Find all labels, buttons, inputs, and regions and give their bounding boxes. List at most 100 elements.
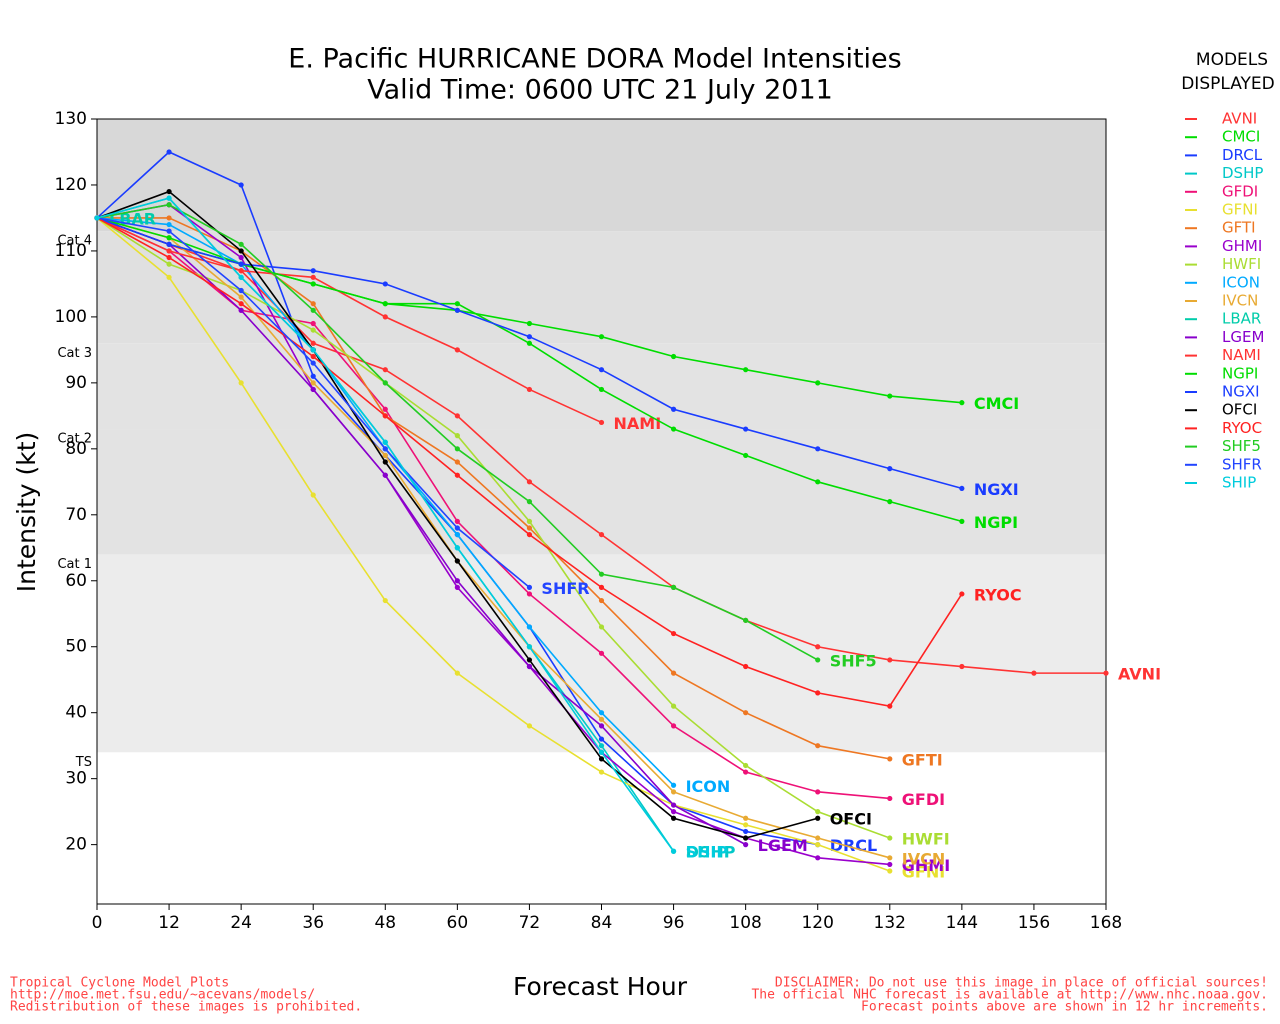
data-point bbox=[382, 439, 388, 445]
data-point bbox=[670, 809, 677, 815]
y-tick-label: 100 bbox=[55, 307, 87, 327]
data-point bbox=[670, 630, 677, 637]
data-point bbox=[526, 334, 533, 340]
legend-label: GHMI bbox=[1222, 237, 1262, 255]
data-point bbox=[454, 301, 460, 307]
series-line bbox=[96, 217, 602, 424]
data-point bbox=[670, 426, 677, 432]
data-point bbox=[382, 472, 388, 478]
data-point bbox=[238, 307, 244, 313]
data-point bbox=[598, 419, 605, 426]
data-point bbox=[887, 393, 893, 399]
data-point bbox=[598, 334, 605, 340]
data-point bbox=[743, 835, 749, 841]
data-point bbox=[166, 241, 172, 247]
data-point bbox=[310, 353, 316, 360]
data-point bbox=[1103, 670, 1109, 676]
data-point bbox=[238, 287, 244, 294]
legend-label: DSHP bbox=[1222, 164, 1263, 182]
data-point bbox=[454, 307, 460, 313]
data-point bbox=[526, 663, 533, 670]
series-end-label: SHIP bbox=[686, 843, 729, 862]
data-point bbox=[310, 386, 316, 393]
data-point bbox=[238, 182, 244, 188]
footer-text: Redistribution of these images is prohib… bbox=[10, 1000, 362, 1015]
legend-label: LBAR bbox=[1222, 310, 1261, 328]
data-point bbox=[382, 413, 388, 419]
intensity-band bbox=[97, 343, 1106, 430]
data-point bbox=[166, 254, 172, 261]
data-point bbox=[670, 848, 677, 854]
y-tick-label: 90 bbox=[65, 373, 87, 393]
data-point bbox=[526, 531, 533, 538]
legend-label: HWFI bbox=[1222, 255, 1261, 273]
series-line bbox=[96, 217, 891, 872]
x-tick-label: 84 bbox=[591, 913, 613, 933]
band-label: Cat 2 bbox=[57, 432, 92, 447]
data-point bbox=[382, 452, 388, 459]
data-point bbox=[815, 446, 821, 452]
series-end-label: NGPI bbox=[974, 513, 1018, 532]
data-point bbox=[526, 386, 533, 393]
data-point bbox=[598, 749, 605, 755]
data-point bbox=[598, 597, 605, 604]
data-point bbox=[959, 663, 965, 670]
data-point bbox=[743, 815, 749, 821]
data-point bbox=[454, 558, 460, 564]
x-tick-label: 24 bbox=[230, 913, 252, 933]
legend-label: SHIP bbox=[1222, 474, 1256, 492]
data-point bbox=[454, 459, 460, 465]
data-point bbox=[526, 723, 533, 729]
data-point bbox=[598, 723, 605, 729]
footer-text: Tropical Cyclone Model Plots bbox=[10, 976, 229, 991]
legend-title: MODELS bbox=[1196, 50, 1268, 70]
data-point bbox=[382, 301, 388, 307]
data-point bbox=[166, 149, 172, 155]
data-point bbox=[526, 591, 533, 597]
data-point bbox=[887, 835, 893, 841]
data-point bbox=[598, 531, 605, 538]
series-end-label: SHFR bbox=[541, 579, 589, 598]
x-tick-label: 132 bbox=[874, 913, 906, 933]
series-end-label: DSHP bbox=[686, 843, 736, 862]
data-point bbox=[670, 406, 677, 412]
data-point bbox=[310, 360, 316, 366]
legend-label: GFDI bbox=[1222, 182, 1258, 200]
series-end-label: RYOC bbox=[974, 585, 1022, 604]
data-point bbox=[454, 433, 460, 439]
x-tick-label: 156 bbox=[1018, 913, 1050, 933]
data-point bbox=[887, 868, 893, 874]
data-point bbox=[526, 499, 533, 505]
legend-label: GFTI bbox=[1222, 219, 1256, 237]
band-label: Cat 3 bbox=[57, 346, 92, 361]
series-end-label: NGXI bbox=[974, 480, 1019, 499]
data-point bbox=[959, 485, 965, 492]
data-point bbox=[310, 492, 316, 498]
legend-label: SHF5 bbox=[1222, 437, 1261, 455]
legend-label: OFCI bbox=[1222, 401, 1257, 419]
y-tick-label: 60 bbox=[65, 571, 87, 591]
legend-label: NGXI bbox=[1222, 383, 1260, 401]
series-end-label: NAMI bbox=[614, 414, 662, 433]
series-end-label: SHF5 bbox=[830, 651, 877, 670]
x-tick-label: 60 bbox=[447, 913, 469, 933]
data-point bbox=[526, 479, 533, 485]
data-point bbox=[454, 578, 460, 584]
data-point bbox=[1031, 670, 1037, 676]
data-point bbox=[959, 518, 965, 524]
x-tick-label: 96 bbox=[663, 913, 685, 933]
band-label: Cat 1 bbox=[57, 557, 92, 572]
data-point bbox=[166, 202, 172, 208]
data-point bbox=[598, 367, 605, 373]
x-tick-label: 168 bbox=[1090, 913, 1122, 933]
data-point bbox=[598, 710, 605, 716]
data-point bbox=[526, 624, 533, 630]
data-point bbox=[670, 353, 677, 360]
data-point bbox=[166, 188, 172, 195]
footer-text: The official NHC forecast is available a… bbox=[751, 988, 1268, 1003]
data-point bbox=[887, 861, 893, 868]
series-line bbox=[96, 217, 747, 846]
series-line bbox=[96, 203, 890, 866]
data-point bbox=[670, 815, 677, 821]
